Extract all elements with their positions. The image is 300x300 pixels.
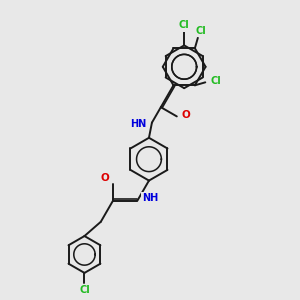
Text: NH: NH <box>142 193 159 203</box>
Text: Cl: Cl <box>210 76 221 86</box>
Text: Cl: Cl <box>179 20 190 31</box>
Text: O: O <box>182 110 191 120</box>
Text: Cl: Cl <box>79 285 90 295</box>
Text: HN: HN <box>130 119 147 129</box>
Text: O: O <box>100 173 109 183</box>
Text: Cl: Cl <box>196 26 206 36</box>
